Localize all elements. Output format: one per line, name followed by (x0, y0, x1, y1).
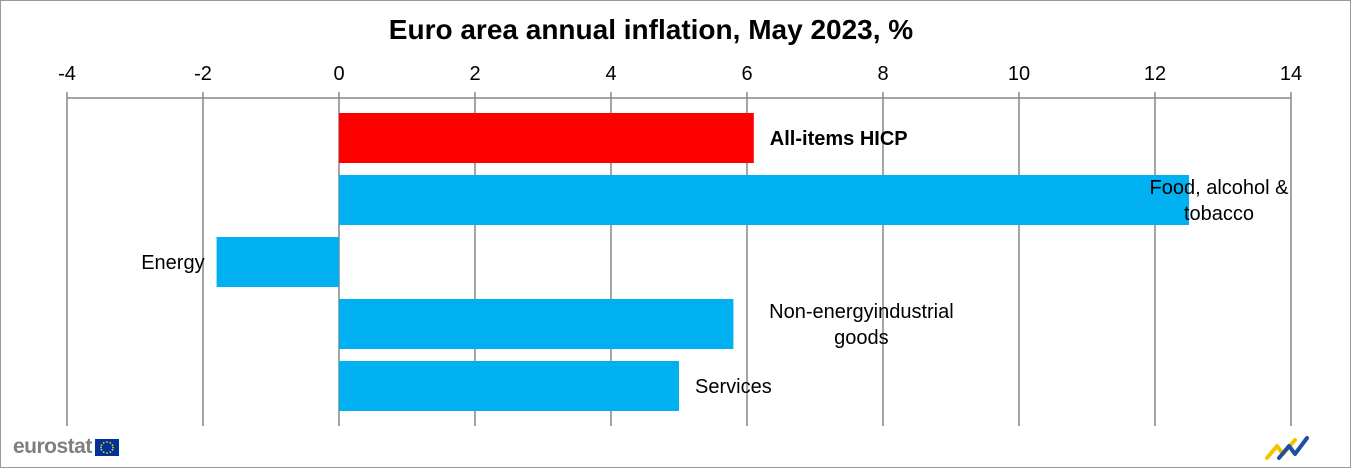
x-tick-label: 10 (1008, 63, 1030, 85)
x-tick-label: 2 (469, 63, 480, 85)
x-tick-label: 12 (1144, 63, 1166, 85)
bar-services (339, 361, 679, 411)
chart-title: Euro area annual inflation, May 2023, % (388, 14, 914, 45)
category-label: tobacco (1184, 203, 1254, 225)
x-tick-label: 0 (333, 63, 344, 85)
x-tick-label: 6 (741, 63, 752, 85)
bar-non-energy-industrial-goods (339, 299, 734, 349)
x-tick-label: -2 (194, 63, 212, 85)
eu-flag-icon (94, 438, 119, 456)
category-label: Food, alcohol & (1150, 177, 1290, 199)
eurostat-logo: eurostat (13, 435, 119, 459)
category-label: Energy (141, 252, 204, 274)
bar-food-alcohol-tobacco (339, 175, 1189, 225)
bar-energy (216, 237, 339, 287)
eurostat-mark-icon (1265, 436, 1309, 460)
category-label: goods (834, 327, 889, 349)
category-label: Services (695, 376, 772, 398)
category-label: All-items HICP (770, 128, 908, 150)
category-label: Non-energyindustrial (769, 301, 954, 323)
logo-text: eurostat (13, 435, 92, 458)
bar-all-items-hicp (339, 113, 754, 163)
x-tick-label: 14 (1280, 63, 1302, 85)
x-tick-label: -4 (58, 63, 76, 85)
x-tick-label: 4 (605, 63, 616, 85)
x-tick-label: 8 (877, 63, 888, 85)
